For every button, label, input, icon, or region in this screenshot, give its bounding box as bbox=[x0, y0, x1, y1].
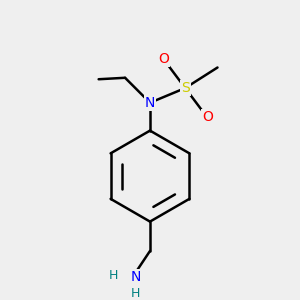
Text: O: O bbox=[158, 52, 169, 66]
Text: S: S bbox=[181, 81, 190, 95]
Text: H: H bbox=[109, 269, 118, 282]
Text: N: N bbox=[130, 270, 140, 284]
Text: N: N bbox=[145, 96, 155, 110]
Text: O: O bbox=[202, 110, 213, 124]
Text: H: H bbox=[130, 287, 140, 300]
